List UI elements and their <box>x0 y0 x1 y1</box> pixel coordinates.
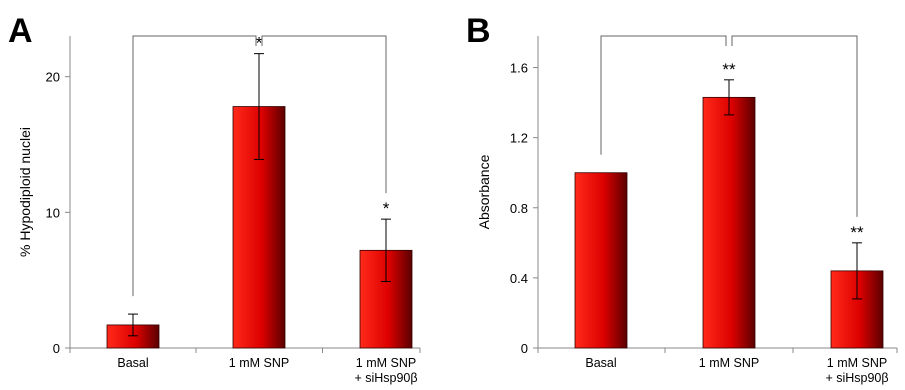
y-tick-label: 20 <box>46 70 60 85</box>
y-tick-label: 0 <box>53 341 60 356</box>
comparison-bracket <box>132 35 257 297</box>
y-tick-label: 0.8 <box>510 201 528 216</box>
y-axis-label: % Hypodiploid nuclei <box>17 127 33 257</box>
category-label: + siHsp90β <box>825 371 888 385</box>
comparison-bracket <box>731 35 858 217</box>
significance-marker: * <box>383 199 390 218</box>
panel-label: B <box>466 12 491 50</box>
bar <box>574 172 628 349</box>
category-label: + siHsp90β <box>354 371 417 385</box>
category-label: Basal <box>585 356 616 370</box>
category-label: 1 mM SNP <box>229 356 289 370</box>
category-label: 1 mM SNP <box>827 356 887 370</box>
category-label: 1 mM SNP <box>356 356 416 370</box>
comparison-bracket <box>600 35 727 155</box>
comparison-bracket <box>261 35 387 194</box>
significance-marker: ** <box>722 60 736 79</box>
significance-marker: ** <box>850 223 864 242</box>
y-tick-label: 0 <box>521 341 528 356</box>
y-tick-label: 1.6 <box>510 61 528 76</box>
category-label: Basal <box>117 356 148 370</box>
category-label: 1 mM SNP <box>699 356 759 370</box>
panel-label: A <box>8 12 33 50</box>
panel-b: B 0 0.4 0.8 1.2 1.6 Absorbance Basal ** 1 mM SNP *… <box>466 12 898 385</box>
panel-a: A 0 10 20 % Hypodiploid nuclei Basal * 1 mM SNP… <box>8 12 421 385</box>
y-tick-label: 10 <box>46 205 60 220</box>
y-tick-label: 1.2 <box>510 131 528 146</box>
significance-marker: * <box>256 34 263 53</box>
y-tick-label: 0.4 <box>510 271 528 286</box>
bar <box>702 96 756 349</box>
y-axis-label: Absorbance <box>476 154 492 229</box>
